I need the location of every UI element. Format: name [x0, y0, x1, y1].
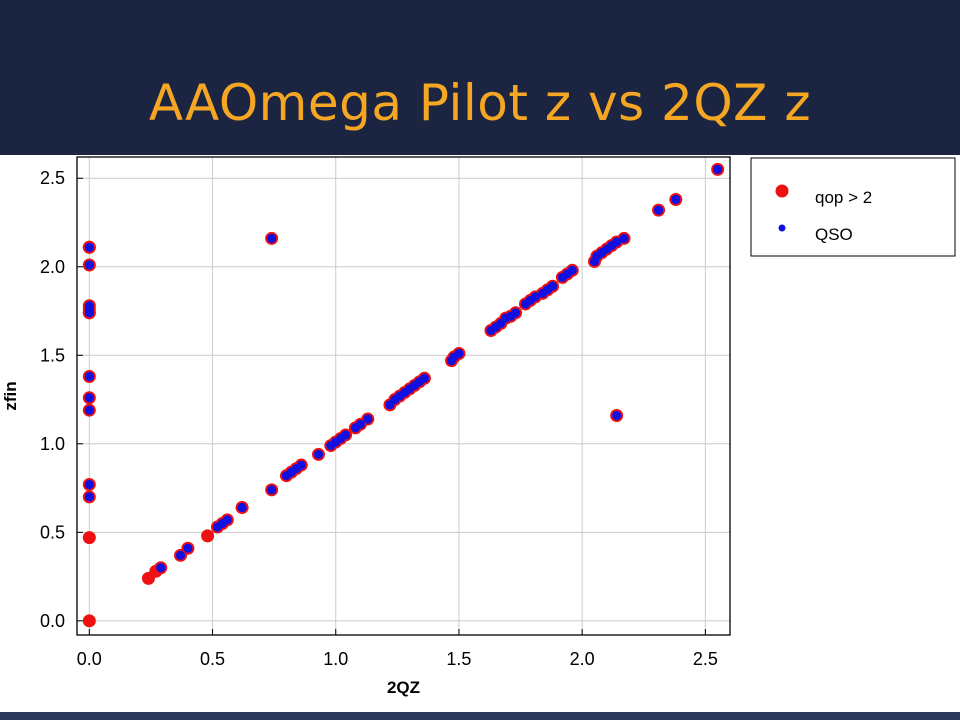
legend: qop > 2 QSO	[750, 157, 956, 257]
qso-point	[84, 405, 94, 415]
qop-point	[82, 614, 96, 628]
qso-point	[267, 233, 277, 244]
qso-point	[713, 164, 723, 174]
x-tick-label: 1.0	[323, 649, 348, 669]
qso-point	[653, 205, 664, 215]
y-tick-label: 2.0	[40, 257, 65, 277]
legend-marker-qop	[775, 184, 789, 198]
x-tick-label: 2.0	[570, 649, 595, 669]
qso-point	[363, 414, 373, 424]
x-tick-label: 1.5	[446, 649, 471, 669]
y-tick-labels: 0.0 0.5 1.0 1.5 2.0 2.5	[40, 168, 65, 631]
qso-point	[296, 460, 306, 470]
plot-panel: 0.0 0.5 1.0 1.5 2.0 2.5 0.0 0.5 1.0 1.5 2.0 2.5 2Q…	[0, 155, 960, 712]
qso-point	[530, 292, 540, 302]
qso-point	[84, 242, 94, 252]
qso-point	[222, 515, 232, 525]
y-axis-label: zfin	[1, 381, 20, 410]
y-tick-label: 0.0	[40, 611, 65, 631]
y-tick-label: 1.0	[40, 434, 65, 454]
x-axis-label: 2QZ	[387, 678, 420, 697]
qso-point	[156, 563, 166, 573]
scatter-chart: 0.0 0.5 1.0 1.5 2.0 2.5 0.0 0.5 1.0 1.5 2.0 2.5 2Q…	[1, 156, 956, 697]
qso-point	[175, 550, 186, 560]
x-tick-labels: 0.0 0.5 1.0 1.5 2.0 2.5	[77, 649, 718, 669]
qso-point	[183, 543, 193, 553]
qso-point	[567, 265, 577, 275]
x-tick-label: 0.5	[200, 649, 225, 669]
y-tick-label: 0.5	[40, 522, 65, 542]
qso-point	[84, 393, 94, 403]
legend-marker-qso	[778, 224, 786, 232]
qso-point	[619, 233, 629, 244]
plot-frame	[76, 156, 731, 636]
qso-point	[84, 492, 94, 502]
qso-point	[671, 194, 681, 205]
qso-point	[84, 371, 94, 382]
qso-point	[511, 308, 521, 318]
qop-point	[82, 531, 96, 545]
qso-point	[237, 502, 247, 513]
legend-box	[750, 157, 956, 257]
qso-point	[547, 281, 558, 291]
qop-point	[201, 529, 215, 543]
qso-point	[355, 419, 365, 429]
y-tick-label: 1.5	[40, 345, 65, 365]
qso-point	[267, 485, 277, 495]
legend-label-qso: QSO	[815, 225, 853, 244]
x-tick-label: 0.0	[77, 649, 102, 669]
qso-point	[419, 373, 430, 383]
qso-point	[84, 260, 94, 270]
qso-point	[612, 237, 622, 247]
qso-point	[84, 308, 94, 318]
qso-point	[84, 301, 94, 311]
y-tick-label: 2.5	[40, 168, 65, 188]
point-layer	[82, 162, 725, 628]
qso-point	[313, 449, 324, 460]
qso-point	[84, 479, 94, 490]
qso-point	[340, 430, 351, 440]
qso-point	[454, 348, 464, 359]
slide-title-bar: AAOmega Pilot z vs 2QZ z	[0, 0, 960, 155]
slide-title: AAOmega Pilot z vs 2QZ z	[148, 73, 812, 132]
bottom-strip	[0, 712, 960, 720]
legend-label-qop: qop > 2	[815, 188, 872, 207]
qso-point	[612, 410, 622, 421]
grid-layer	[77, 157, 730, 635]
x-tick-label: 2.5	[693, 649, 718, 669]
